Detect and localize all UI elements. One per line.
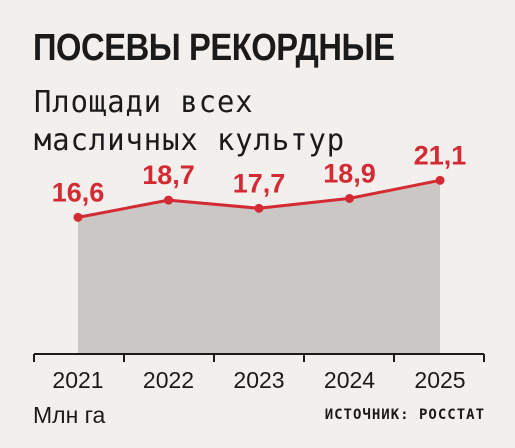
- data-points: [73, 175, 445, 222]
- x-tick-label: 2025: [414, 367, 465, 393]
- value-label: 16,6: [52, 177, 105, 207]
- data-point: [254, 203, 264, 213]
- unit-label: Млн га: [33, 402, 106, 428]
- chart-subtitle: Площади всех масличных культур: [34, 85, 346, 158]
- value-label: 21,1: [414, 140, 467, 170]
- value-labels: 16,6 18,7 17,7 18,9 21,1: [52, 140, 467, 207]
- data-point: [164, 195, 173, 205]
- x-tick-labels: 2021 2022 2023 2024 2025: [52, 367, 465, 393]
- value-label: 18,7: [142, 160, 195, 190]
- x-tick-label: 2023: [233, 367, 284, 393]
- x-tick-label: 2024: [324, 367, 375, 393]
- x-tick-label: 2021: [52, 367, 103, 393]
- x-ticks: [33, 354, 485, 362]
- area-fill: [78, 180, 440, 354]
- value-label: 17,7: [233, 168, 286, 198]
- x-tick-label: 2022: [143, 367, 194, 393]
- value-label: 18,9: [323, 158, 376, 188]
- data-point: [73, 212, 83, 222]
- source-label: ИСТОЧНИК: РОССТАТ: [324, 407, 485, 423]
- data-point: [435, 175, 445, 185]
- data-point: [345, 193, 354, 203]
- chart-title: ПОСЕВЫ РЕКОРДНЫЕ: [33, 27, 395, 69]
